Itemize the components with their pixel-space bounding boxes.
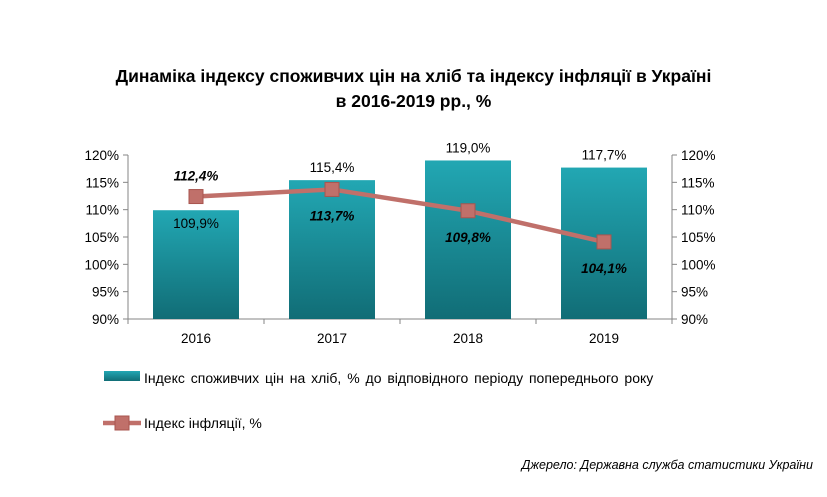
y-left-tick-label: 120% <box>84 148 119 163</box>
legend-item-inflation-index: Індекс інфляції, % <box>144 414 262 432</box>
bar-2018 <box>425 160 511 319</box>
chart-title: Динаміка індексу споживчих цін на хліб т… <box>0 64 827 114</box>
bar-value-label: 109,9% <box>173 216 219 231</box>
y-right-tick-label: 110% <box>681 203 715 218</box>
x-tick-label: 2019 <box>589 331 619 346</box>
y-left-tick-label: 115% <box>85 175 119 190</box>
x-tick-label: 2017 <box>317 331 347 346</box>
legend-item-bread-index: Індекс споживчих цін на хліб, % до відпо… <box>144 369 719 387</box>
chart-axes: 90% 90% 95% 95% 100% 100% 105% 105% 110% 110% 115%… <box>84 148 715 346</box>
x-tick-label: 2018 <box>453 331 483 346</box>
y-right-tick-label: 115% <box>681 175 715 190</box>
data-labels: 109,9% 115,4% 119,0% 117,7% 112,4% 113,7% 109,… <box>173 140 627 275</box>
legend-bar-swatch <box>104 371 140 381</box>
legend-line-marker <box>114 415 130 431</box>
line-marker-2017 <box>324 181 340 197</box>
inflation-line <box>195 187 605 245</box>
y-left-tick-label: 105% <box>84 230 119 245</box>
chart-title-line-2: в 2016-2019 рр., % <box>335 91 492 111</box>
bar-value-label: 119,0% <box>446 140 491 155</box>
legend-bread-index-label: Індекс споживчих цін на хліб, % до відпо… <box>144 370 654 386</box>
line-marker-2016 <box>188 189 204 205</box>
bar-series <box>153 160 647 319</box>
y-left-tick-label: 90% <box>92 312 119 327</box>
y-right-tick-label: 105% <box>681 230 716 245</box>
y-left-tick-label: 100% <box>84 257 119 272</box>
line-value-label: 113,7% <box>310 208 355 223</box>
chart-title-line-1: Динаміка індексу споживчих цін на хліб т… <box>115 66 712 86</box>
x-tick-label: 2016 <box>181 331 211 346</box>
line-value-label: 112,4% <box>174 169 219 184</box>
legend-markers <box>103 371 141 431</box>
y-right-tick-label: 120% <box>681 148 716 163</box>
line-value-label: 104,1% <box>581 261 627 276</box>
bar-2016 <box>153 210 239 319</box>
bar-2017 <box>289 180 375 319</box>
line-series <box>188 181 612 250</box>
line-marker-2018 <box>460 203 476 219</box>
bar-value-label: 117,7% <box>582 148 627 163</box>
source-note: Джерело: Державна служба статистики Укра… <box>521 458 813 472</box>
legend-inflation-index-label: Індекс інфляції, % <box>144 415 262 431</box>
line-value-label: 109,8% <box>445 230 491 245</box>
y-right-tick-label: 100% <box>681 257 716 272</box>
y-left-tick-label: 110% <box>85 203 119 218</box>
y-right-tick-label: 95% <box>681 285 708 300</box>
line-marker-2019 <box>596 234 612 250</box>
bar-value-label: 115,4% <box>310 160 355 175</box>
y-right-tick-label: 90% <box>681 312 708 327</box>
y-left-tick-label: 95% <box>92 285 119 300</box>
